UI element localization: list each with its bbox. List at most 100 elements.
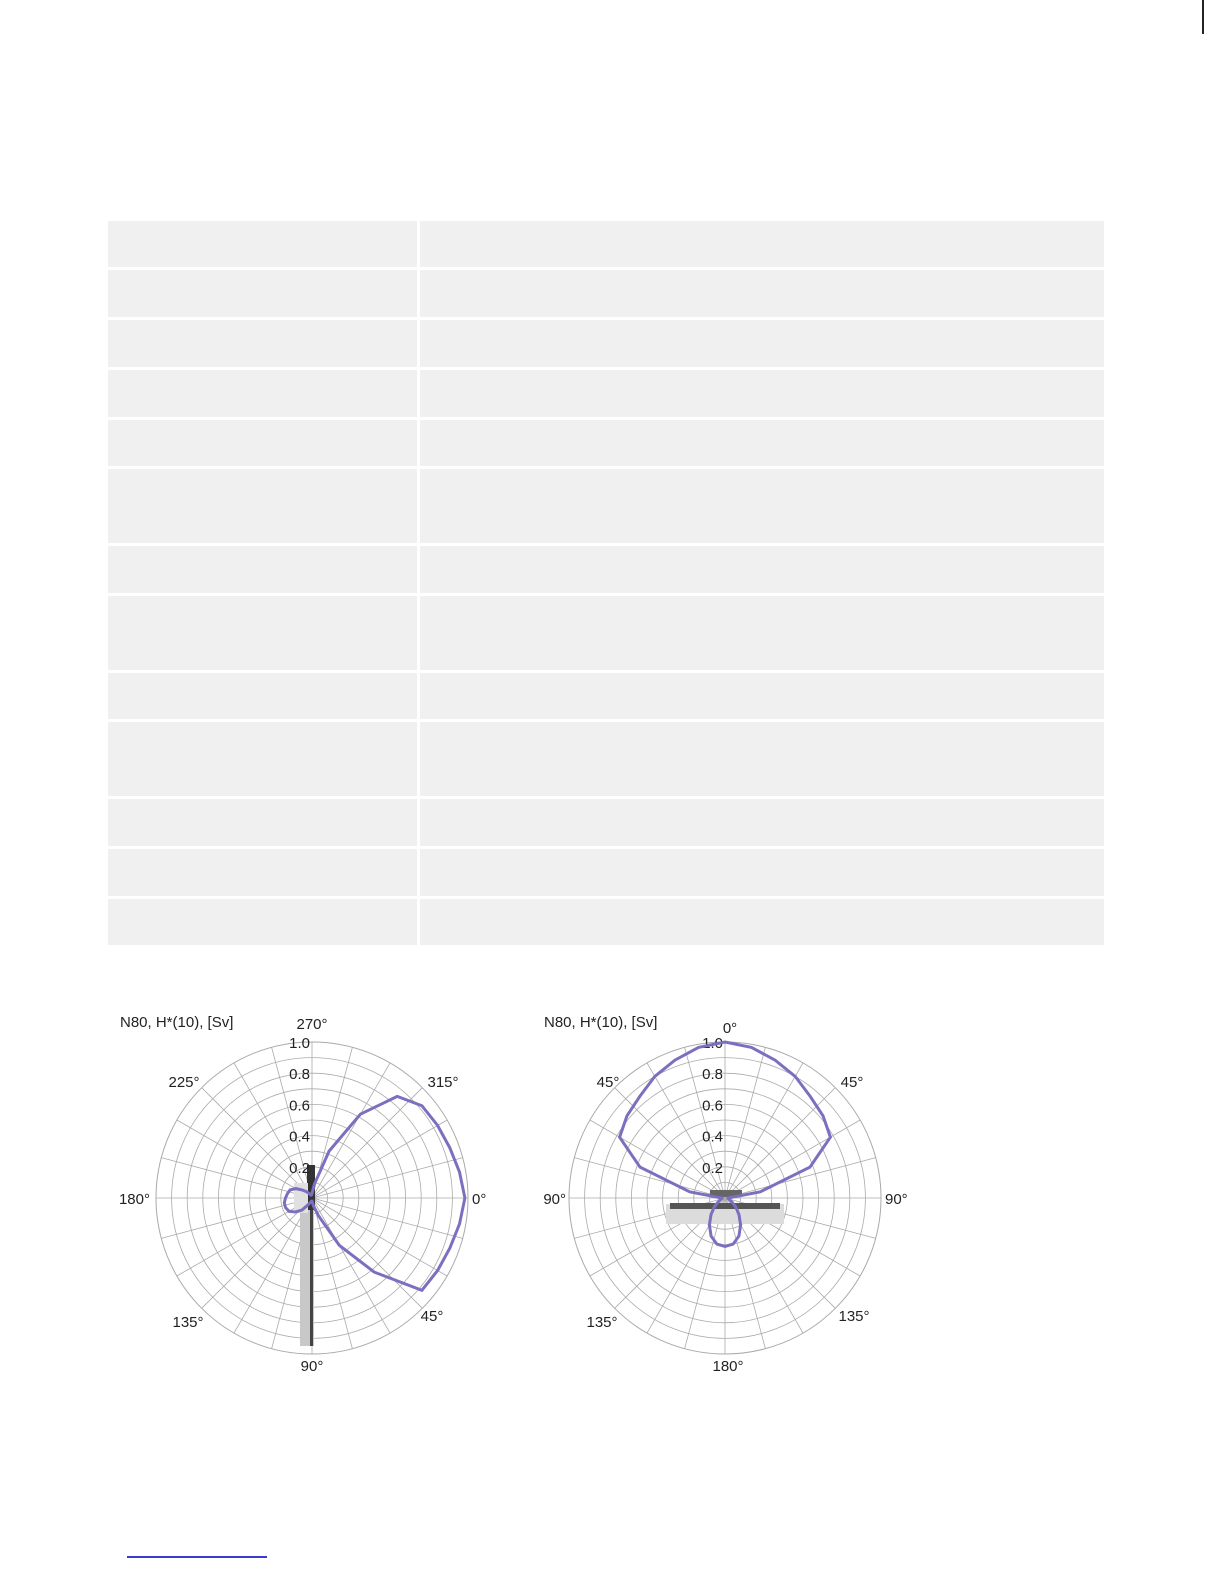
table-label-cell (108, 370, 417, 417)
r-tick-label: 1.0 (289, 1035, 310, 1052)
grid-spoke (724, 1119, 861, 1199)
table-label-cell (108, 849, 417, 896)
table-row (108, 469, 1104, 543)
r-tick-label: 0.8 (289, 1066, 310, 1083)
table-row (108, 370, 1104, 417)
grid-spoke (233, 1197, 313, 1334)
r-tick-label: 0.2 (289, 1160, 310, 1177)
angle-label: 0° (472, 1191, 486, 1208)
angle-label: 0° (723, 1020, 737, 1037)
table-label-cell (108, 320, 417, 367)
device-detector-head (307, 1165, 315, 1210)
device-handle-edge (310, 1210, 313, 1346)
table-value-cell (420, 270, 1104, 317)
angle-label: 135° (172, 1314, 203, 1331)
device-top-view (666, 1190, 784, 1224)
table-label-cell (108, 722, 417, 796)
grid-spoke (724, 1062, 804, 1199)
table-row (108, 673, 1104, 719)
table-value-cell (420, 370, 1104, 417)
table-row (108, 596, 1104, 670)
chart-title: N80, H*(10), [Sv] (120, 1014, 233, 1031)
grid-spoke (574, 1157, 726, 1199)
table-value-cell (420, 546, 1104, 593)
grid-spoke (311, 1197, 423, 1309)
grid-spoke (646, 1062, 726, 1199)
angle-label: 45° (597, 1074, 620, 1091)
angle-label: 180° (712, 1358, 743, 1375)
table-label-cell (108, 546, 417, 593)
table-row (108, 420, 1104, 466)
angle-label: 135° (838, 1308, 869, 1325)
polar-chart-right-svg: 0.20.40.60.81.0 0°45°90°135°180°45°90°13… (543, 1014, 908, 1375)
table-value-cell (420, 722, 1104, 796)
r-tick-label: 0.6 (289, 1097, 310, 1114)
spec-table (108, 221, 1104, 948)
table-value-cell (420, 849, 1104, 896)
table-value-cell (420, 320, 1104, 367)
table-value-cell (420, 673, 1104, 719)
series-line (617, 1040, 833, 1248)
table-row (108, 221, 1104, 267)
footer-link-underline[interactable] (127, 1556, 267, 1558)
table-label-cell (108, 799, 417, 846)
grid-spoke (311, 1197, 391, 1334)
r-tick-label: 0.6 (702, 1097, 723, 1114)
grid-spoke (311, 1197, 448, 1277)
table-row (108, 546, 1104, 593)
table-row (108, 849, 1104, 896)
chart-title: N80, H*(10), [Sv] (544, 1014, 657, 1031)
angle-label: 90° (543, 1191, 566, 1208)
grid-spoke (724, 1157, 876, 1199)
table-value-cell (420, 469, 1104, 543)
r-tick-label: 0.4 (702, 1129, 723, 1146)
polar-chart-left: 0.2 0.4 0.6 0.8 1.0 0° 45° 90° 135° 180° 225° 270°… (106, 1005, 506, 1385)
angle-label: 45° (421, 1308, 444, 1325)
polar-chart-right: 0.2 0.4 0.6 0.8 1.0 0° 45° 90° 135° 180° 45° 90° 13… (538, 1005, 938, 1385)
grid-spoke (724, 1047, 766, 1199)
grid-spoke (271, 1047, 313, 1199)
table-value-cell (420, 221, 1104, 267)
series-line (282, 1094, 467, 1293)
grid-spoke (311, 1197, 463, 1239)
angle-label: 315° (427, 1074, 458, 1091)
table-value-cell (420, 596, 1104, 670)
table-value-cell (420, 799, 1104, 846)
table-label-cell (108, 469, 417, 543)
table-row (108, 899, 1104, 945)
angle-label: 135° (586, 1314, 617, 1331)
table-row (108, 722, 1104, 796)
grid-spoke (176, 1119, 313, 1199)
table-label-cell (108, 899, 417, 945)
table-label-cell (108, 673, 417, 719)
grid-spoke (311, 1157, 463, 1199)
device-top-edge (670, 1203, 780, 1209)
grid-spoke (233, 1062, 313, 1199)
angle-label: 45° (841, 1074, 864, 1091)
grid-spoke (161, 1197, 313, 1239)
angle-label: 180° (119, 1191, 150, 1208)
table-row (108, 320, 1104, 367)
device-detector-head (710, 1190, 742, 1197)
page-edge-line (1202, 0, 1204, 34)
grid-spoke (311, 1087, 423, 1199)
table-label-cell (108, 420, 417, 466)
grid-spoke (684, 1047, 726, 1199)
grid-spoke (201, 1087, 313, 1199)
grid-spoke (161, 1157, 313, 1199)
table-value-cell (420, 420, 1104, 466)
angle-label: 270° (296, 1016, 327, 1033)
table-label-cell (108, 596, 417, 670)
grid-spoke (311, 1119, 448, 1199)
table-row (108, 799, 1104, 846)
angle-label: 90° (301, 1358, 324, 1375)
grid-spoke (201, 1197, 313, 1309)
table-row (108, 270, 1104, 317)
r-tick-label: 0.4 (289, 1129, 310, 1146)
grid-spoke (589, 1119, 726, 1199)
angle-label: 90° (885, 1191, 908, 1208)
table-value-cell (420, 899, 1104, 945)
grid-spoke (311, 1197, 353, 1349)
table-label-cell (108, 270, 417, 317)
r-tick-label: 0.2 (702, 1160, 723, 1177)
